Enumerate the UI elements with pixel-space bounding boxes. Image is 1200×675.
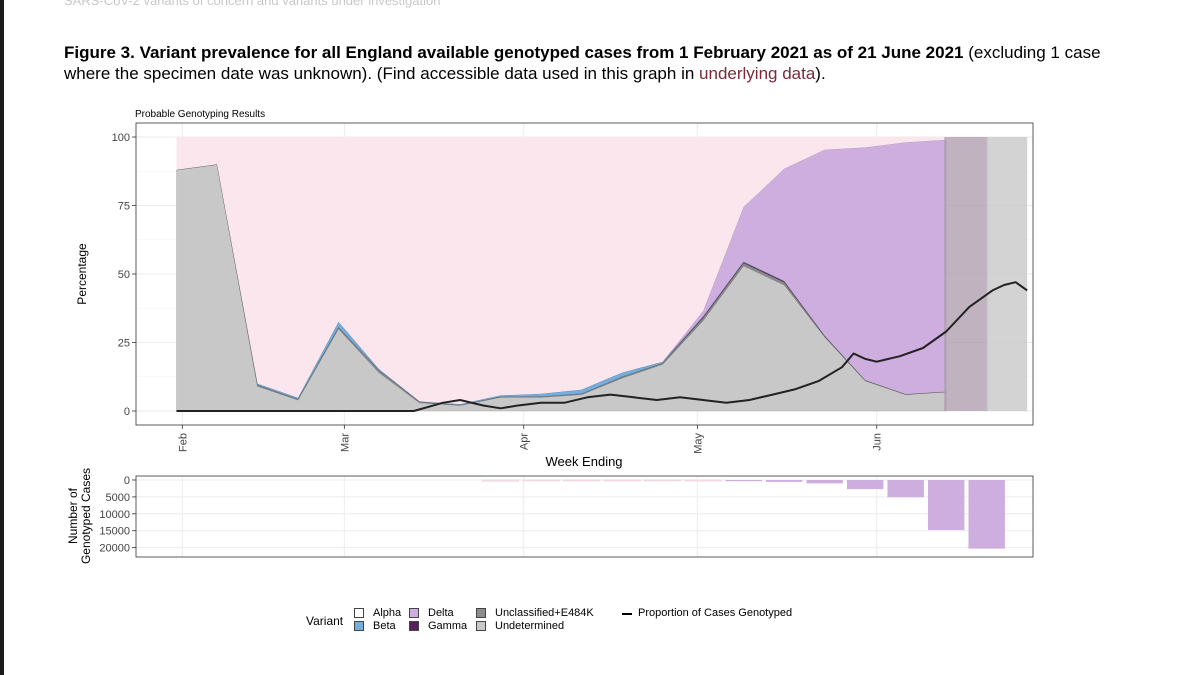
- bar-y-tick-label: 0: [124, 475, 130, 487]
- legend-label-beta: Beta: [373, 620, 396, 632]
- bar-panel-frame: [135, 475, 1034, 558]
- bar-y-tick-label: 5000: [106, 492, 130, 504]
- legend-swatch-delta: [409, 608, 419, 618]
- bar-weekly-cases: [603, 479, 641, 482]
- figure-caption: Figure 3. Variant prevalence for all Eng…: [64, 42, 1124, 84]
- line-proportion-genotyped: [176, 281, 1028, 412]
- bar-y-axis-label-line: Number of: [66, 487, 80, 544]
- area-late-shaded-week: [944, 137, 988, 411]
- legend-swatch-unclassified: [476, 608, 486, 618]
- page-header: SARS-CoV-2 variants of concern and varia…: [64, 0, 441, 8]
- legend-label-delta: Delta: [428, 607, 454, 619]
- underlying-data-link[interactable]: underlying data: [699, 64, 816, 83]
- x-tick-label: Jun: [872, 433, 884, 451]
- bar-panel-background: [136, 476, 1033, 557]
- legend-title: Variant: [306, 614, 344, 628]
- legend-label-undetermined: Undetermined: [495, 620, 565, 632]
- legend-label-unclassified: Unclassified+E484K: [495, 607, 594, 619]
- bar-weekly-cases: [482, 479, 520, 482]
- bar-weekly-cases: [563, 479, 601, 482]
- bar-weekly-cases: [522, 479, 560, 482]
- bar-y-axis-label: Number ofGenotyped Cases: [66, 468, 93, 564]
- x-axis-label: Week Ending: [545, 454, 622, 469]
- chart-title: Probable Genotyping Results: [135, 109, 265, 120]
- window-left-edge: [0, 0, 4, 675]
- caption-text: (excluding 1 case where the specimen dat…: [64, 43, 1101, 83]
- y-tick-label: 0: [124, 406, 130, 418]
- caption-title: Figure 3. Variant prevalence for all Eng…: [64, 43, 964, 62]
- bar-weekly-cases: [927, 480, 965, 531]
- legend-line-proportion: [622, 613, 632, 615]
- legend-label-alpha: Alpha: [373, 607, 402, 619]
- x-tick-label: Apr: [519, 433, 531, 450]
- y-tick-label: 25: [118, 338, 130, 350]
- bar-weekly-cases: [725, 480, 762, 482]
- bar-weekly-cases: [806, 480, 843, 484]
- bar-weekly-cases: [846, 480, 884, 490]
- x-tick-label: May: [692, 433, 704, 454]
- bar-weekly-cases: [765, 480, 803, 482]
- legend-swatch-undetermined: [476, 621, 486, 631]
- caption-end: ).: [815, 64, 826, 83]
- area-alpha: [176, 137, 947, 405]
- y-axis-label: Percentage: [75, 243, 89, 305]
- bar-weekly-cases: [887, 480, 924, 498]
- legend-label-gamma: Gamma: [428, 620, 468, 632]
- bar-y-axis-label-line: Genotyped Cases: [79, 468, 93, 564]
- area-undetermined-recent: [986, 137, 1028, 411]
- y-tick-label: 50: [118, 269, 130, 281]
- bar-weekly-cases: [968, 480, 1005, 549]
- bar-weekly-cases: [684, 479, 722, 482]
- bar-y-tick-label: 15000: [99, 526, 130, 538]
- bar-y-tick-label: 10000: [99, 509, 130, 521]
- y-tick-label: 100: [112, 132, 130, 144]
- y-tick-label: 75: [118, 201, 130, 213]
- bar-y-tick-label: 20000: [99, 543, 130, 555]
- bar-weekly-cases: [644, 479, 682, 482]
- legend-swatch-alpha: [354, 608, 364, 618]
- legend-label-proportion: Proportion of Cases Genotyped: [638, 607, 793, 619]
- x-tick-label: Feb: [177, 433, 189, 452]
- legend-swatch-gamma: [409, 621, 419, 631]
- legend-swatch-beta: [354, 621, 364, 631]
- x-tick-label: Mar: [339, 433, 351, 452]
